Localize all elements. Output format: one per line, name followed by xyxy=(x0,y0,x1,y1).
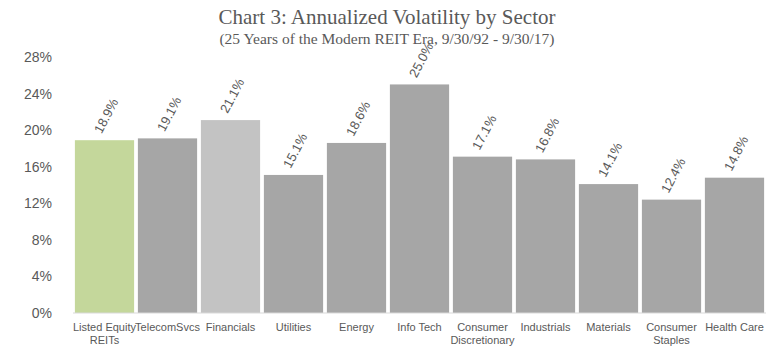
bar xyxy=(138,138,197,313)
x-tick-label: TelecomSvcs xyxy=(135,321,200,333)
bar xyxy=(705,178,764,313)
x-tick-label: Utilities xyxy=(276,321,312,333)
title: Chart 3: Annualized Volatility by Sector xyxy=(219,5,556,29)
x-tick-label: Info Tech xyxy=(397,321,441,333)
data-label: 16.8% xyxy=(532,115,563,155)
x-tick-label: Listed EquityREITs xyxy=(73,321,136,346)
subtitle: (25 Years of the Modern REIT Era, 9/30/9… xyxy=(219,30,554,48)
data-label: 17.1% xyxy=(469,112,500,152)
y-tick-label: 16% xyxy=(24,159,52,175)
data-label: 15.1% xyxy=(280,130,311,170)
bar xyxy=(264,175,323,313)
data-label: 12.4% xyxy=(658,155,689,195)
bar xyxy=(453,157,512,313)
y-tick-label: 0% xyxy=(32,305,52,321)
y-tick-label: 24% xyxy=(24,86,52,102)
data-label: 14.8% xyxy=(721,133,752,173)
bar xyxy=(327,143,386,313)
data-label: 14.1% xyxy=(595,140,626,180)
x-tick-label: Energy xyxy=(339,321,374,333)
x-tick-label: ConsumerDiscretionary xyxy=(450,321,515,346)
bar xyxy=(390,84,449,313)
data-label: 18.6% xyxy=(343,98,374,138)
y-tick-label: 20% xyxy=(24,122,52,138)
y-tick-label: 8% xyxy=(32,232,52,248)
bar xyxy=(201,120,260,313)
x-tick-label: Financials xyxy=(206,321,256,333)
bar xyxy=(579,184,638,313)
data-label: 18.9% xyxy=(91,96,122,136)
x-tick-label: ConsumerStaples xyxy=(646,321,697,346)
x-tick-label: Health Care xyxy=(705,321,764,333)
y-tick-label: 28% xyxy=(24,49,52,65)
chart: Chart 3: Annualized Volatility by Sector… xyxy=(0,0,774,360)
data-label: 19.1% xyxy=(154,94,185,134)
bar xyxy=(75,140,134,313)
data-label: 21.1% xyxy=(217,76,248,116)
bar xyxy=(642,200,701,313)
x-tick-label: Industrials xyxy=(520,321,571,333)
y-tick-label: 12% xyxy=(24,195,52,211)
data-label: 25.0% xyxy=(406,40,437,80)
bars xyxy=(75,84,764,313)
x-tick-label: Materials xyxy=(586,321,631,333)
y-tick-label: 4% xyxy=(32,268,52,284)
bar xyxy=(516,159,575,313)
x-axis xyxy=(73,313,766,314)
